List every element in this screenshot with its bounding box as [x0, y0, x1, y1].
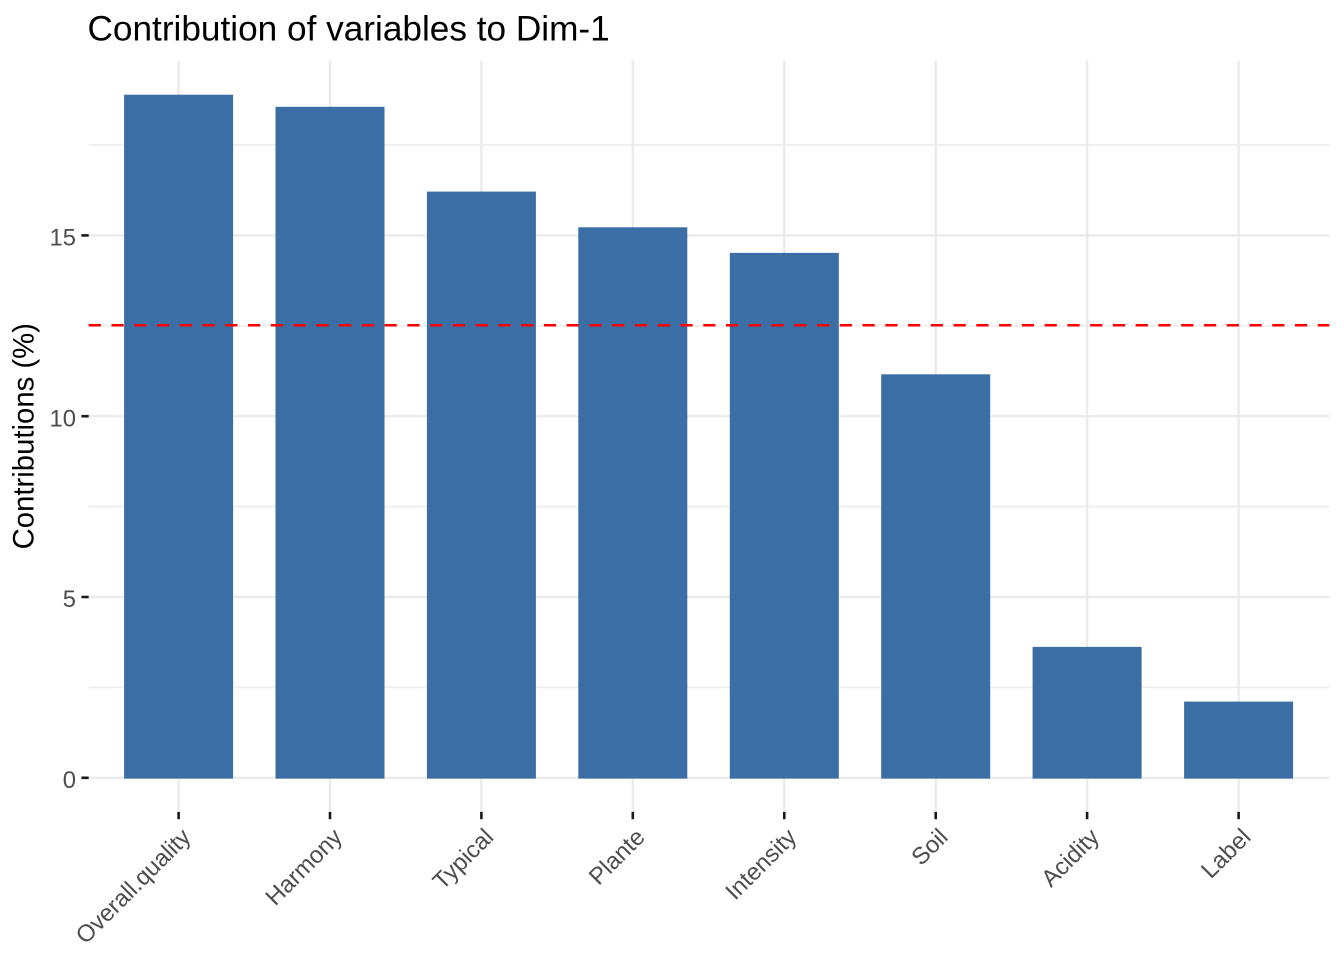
svg-text:5: 5	[63, 586, 76, 613]
svg-text:10: 10	[50, 405, 76, 432]
svg-text:15: 15	[50, 225, 76, 252]
svg-text:Contribution of variables to D: Contribution of variables to Dim-1	[88, 9, 610, 48]
svg-text:Contributions (%): Contributions (%)	[8, 323, 41, 549]
svg-text:0: 0	[63, 767, 76, 794]
